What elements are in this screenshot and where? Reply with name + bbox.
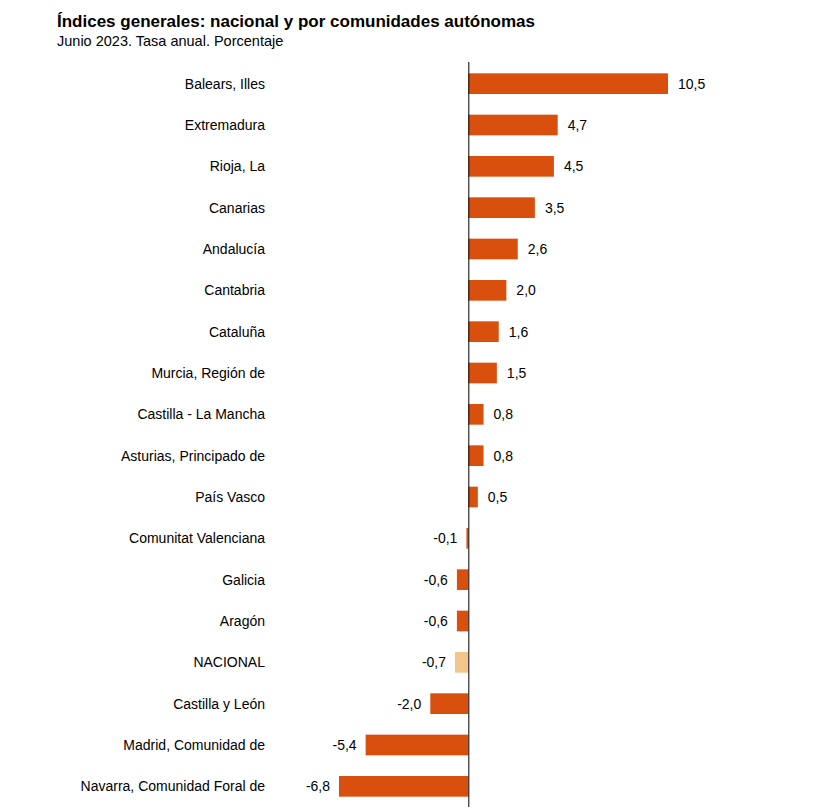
data-label: -5,4 [332,737,356,753]
bar [366,735,469,756]
bar [468,404,483,425]
bar [468,156,554,177]
data-label: 10,5 [678,76,705,92]
category-label: NACIONAL [193,654,265,670]
bar [468,445,483,466]
data-label: 2,6 [528,241,548,257]
bar [468,363,497,384]
subtitle: Junio 2023. Tasa anual. Porcentaje [57,33,283,49]
category-label: Madrid, Comunidad de [123,737,265,753]
chart: Índices generales: nacional y por comuni… [0,0,820,811]
bar [468,73,668,94]
category-label: País Vasco [195,489,265,505]
category-label: Galicia [222,572,265,588]
data-label: 1,6 [509,324,529,340]
bar [468,487,478,508]
data-label: -0,7 [422,654,446,670]
bar [468,239,517,260]
bar [457,569,468,590]
bar [468,321,498,342]
category-label: Asturias, Principado de [121,448,265,464]
data-label: -0,1 [433,530,457,546]
category-label: Canarias [209,200,265,216]
data-labels: 10,5 4,7 4,5 3,5 2,6 2,0 1,6 1,5 0,8 0,8 0,5 -0,1 -0… [306,76,706,795]
data-label: 4,7 [568,117,588,133]
data-label: -6,8 [306,778,330,794]
data-label: 0,5 [488,489,508,505]
bar [339,776,468,797]
category-label: Murcia, Región de [151,365,265,381]
data-label: 1,5 [507,365,527,381]
category-label: Cantabria [204,282,265,298]
data-label: 3,5 [545,200,565,216]
zero-line [468,62,469,807]
data-label: -0,6 [424,613,448,629]
bar [457,611,468,632]
tick [468,62,469,807]
category-label: Castilla - La Mancha [137,406,265,422]
bar [468,115,557,136]
data-label: -2,0 [397,696,421,712]
category-label: Comunitat Valenciana [129,530,265,546]
title: Índices generales: nacional y por comuni… [57,12,535,31]
data-label: 0,8 [494,448,514,464]
bar [430,693,468,714]
category-label: Navarra, Comunidad Foral de [81,778,266,794]
category-label: Andalucía [203,241,265,257]
category-label: Rioja, La [210,158,265,174]
bars [339,73,668,796]
data-label: 4,5 [564,158,584,174]
category-label: Extremadura [185,117,265,133]
category-label: Balears, Illes [185,76,265,92]
axis-domain [340,807,669,808]
bar [466,528,468,549]
bar [455,652,468,673]
category-label: Aragón [220,613,265,629]
data-label: -0,6 [424,572,448,588]
data-label: 2,0 [516,282,536,298]
bar [468,197,535,218]
category-label: Cataluña [209,324,265,340]
category-labels: Balears, Illes Extremadura Rioja, La Canari… [81,76,266,795]
bar [468,280,506,301]
category-label: Castilla y León [173,696,265,712]
x-axis [340,62,669,808]
data-label: 0,8 [494,406,514,422]
